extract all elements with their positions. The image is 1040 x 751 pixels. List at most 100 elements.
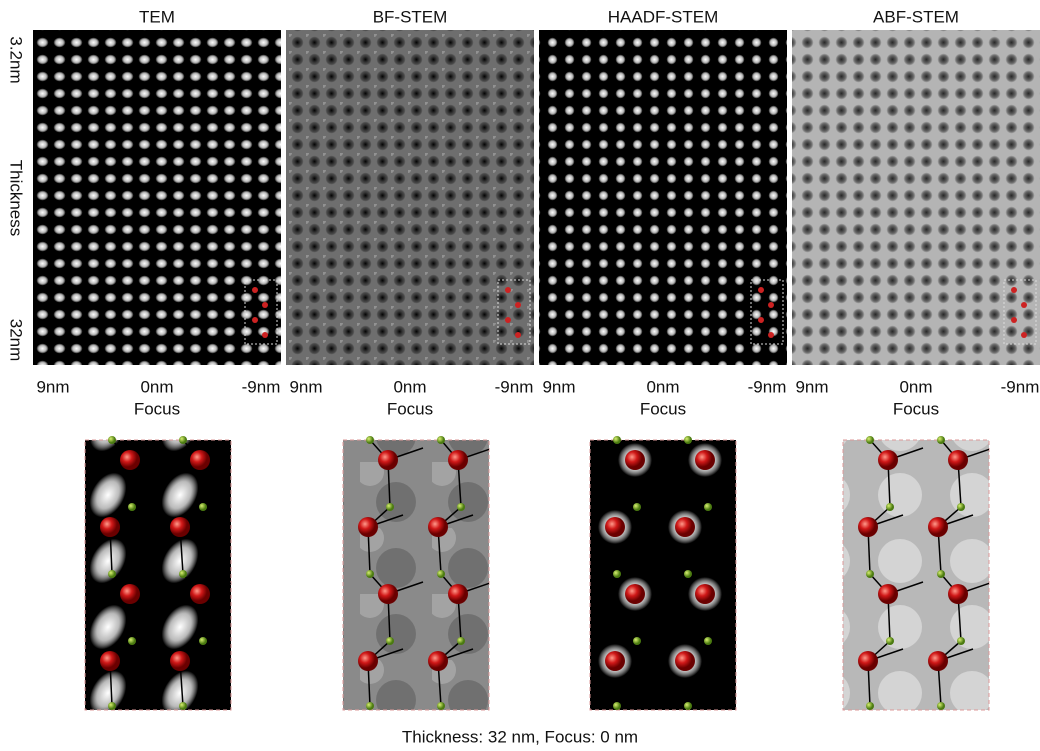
oxygen-atom: [957, 503, 965, 511]
metal-atom: [428, 651, 448, 671]
oxygen-atom: [366, 570, 374, 578]
oxygen-atom: [957, 637, 965, 645]
focus-label: Focus: [893, 399, 939, 418]
oxygen-atom: [704, 503, 712, 511]
oxygen-atom: [684, 570, 692, 578]
marker-atom: [252, 287, 258, 293]
panel-title: HAADF-STEM: [608, 7, 719, 26]
metal-atom: [948, 584, 968, 604]
panel-title: BF-STEM: [373, 7, 448, 26]
metal-atom: [948, 450, 968, 470]
oxygen-atom: [684, 436, 692, 444]
oxygen-atom: [386, 503, 394, 511]
metal-atom: [358, 517, 378, 537]
metal-atom: [928, 651, 948, 671]
marker-atom: [768, 332, 774, 338]
oxygen-atom: [179, 436, 187, 444]
oxygen-atom: [108, 702, 116, 710]
metal-atom: [878, 584, 898, 604]
oxygen-atom: [128, 503, 136, 511]
marker-atom: [1011, 287, 1017, 293]
oxygen-atom: [886, 637, 894, 645]
metal-atom: [378, 450, 398, 470]
metal-atom: [928, 517, 948, 537]
metal-atom: [675, 517, 695, 537]
metal-atom: [605, 651, 625, 671]
marker-atom: [758, 287, 764, 293]
focus-label: Focus: [640, 399, 686, 418]
oxygen-atom: [386, 637, 394, 645]
metal-atom: [170, 517, 190, 537]
marker-atom: [505, 317, 511, 323]
oxygen-atom: [866, 570, 874, 578]
metal-atom: [675, 651, 695, 671]
focus-center: 0nm: [140, 377, 173, 396]
oxygen-atom: [886, 503, 894, 511]
oxygen-atom: [613, 702, 621, 710]
metal-atom: [120, 450, 140, 470]
oxygen-atom: [633, 503, 641, 511]
focus-right: -9nm: [1001, 377, 1040, 396]
oxygen-atom: [937, 702, 945, 710]
metal-atom: [448, 584, 468, 604]
metal-atom: [120, 584, 140, 604]
metal-atom: [858, 651, 878, 671]
marker-atom: [768, 302, 774, 308]
metal-atom: [100, 517, 120, 537]
oxygen-atom: [633, 637, 641, 645]
marker-atom: [1021, 332, 1027, 338]
metal-atom: [695, 450, 715, 470]
simulation-image: [286, 30, 534, 365]
marker-atom: [505, 287, 511, 293]
focus-left: 9nm: [36, 377, 69, 396]
metal-atom: [100, 651, 120, 671]
focus-center: 0nm: [646, 377, 679, 396]
oxygen-atom: [457, 503, 465, 511]
figure: 3.2nm Thickness 32nm Thickness: 32 nm, F…: [0, 0, 1040, 751]
simulation-image: [539, 30, 787, 365]
focus-label: Focus: [387, 399, 433, 418]
oxygen-atom: [613, 570, 621, 578]
simulation-image: [33, 30, 281, 365]
focus-left: 9nm: [542, 377, 575, 396]
metal-atom: [625, 450, 645, 470]
metal-atom: [625, 584, 645, 604]
oxygen-atom: [937, 570, 945, 578]
oxygen-atom: [704, 637, 712, 645]
oxygen-atom: [199, 503, 207, 511]
oxygen-atom: [437, 570, 445, 578]
marker-atom: [1021, 302, 1027, 308]
focus-right: -9nm: [495, 377, 534, 396]
metal-atom: [378, 584, 398, 604]
focus-right: -9nm: [242, 377, 281, 396]
marker-atom: [262, 302, 268, 308]
thickness-label: Thickness: [7, 160, 26, 237]
oxygen-atom: [128, 637, 136, 645]
oxygen-atom: [179, 570, 187, 578]
oxygen-atom: [866, 436, 874, 444]
metal-atom: [190, 584, 210, 604]
thickness-bottom: 32nm: [7, 319, 26, 362]
caption: Thickness: 32 nm, Focus: 0 nm: [402, 727, 638, 746]
focus-left: 9nm: [289, 377, 322, 396]
simulation-image: [792, 30, 1040, 365]
metal-atom: [170, 651, 190, 671]
focus-label: Focus: [134, 399, 180, 418]
metal-atom: [858, 517, 878, 537]
focus-right: -9nm: [748, 377, 787, 396]
oxygen-atom: [366, 436, 374, 444]
oxygen-atom: [437, 702, 445, 710]
oxygen-atom: [108, 436, 116, 444]
oxygen-atom: [199, 637, 207, 645]
marker-atom: [758, 317, 764, 323]
oxygen-atom: [179, 702, 187, 710]
metal-atom: [358, 651, 378, 671]
focus-center: 0nm: [899, 377, 932, 396]
oxygen-atom: [937, 436, 945, 444]
metal-atom: [878, 450, 898, 470]
metal-atom: [448, 450, 468, 470]
marker-atom: [252, 317, 258, 323]
oxygen-atom: [437, 436, 445, 444]
focus-left: 9nm: [795, 377, 828, 396]
metal-atom: [695, 584, 715, 604]
